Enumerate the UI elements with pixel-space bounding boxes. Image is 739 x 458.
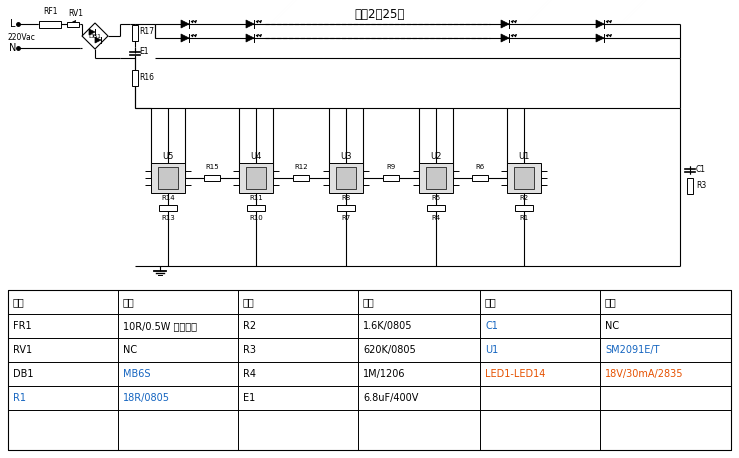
Bar [246, 167, 266, 189]
Bar [151, 163, 185, 193]
Text: 18R/0805: 18R/0805 [123, 393, 170, 403]
Bar [8, 290, 731, 450]
Text: RV1: RV1 [13, 345, 32, 355]
Text: DB1: DB1 [13, 369, 33, 379]
Text: R2: R2 [520, 195, 528, 201]
Bar [426, 167, 446, 189]
Text: FR1: FR1 [13, 321, 32, 331]
Text: C1: C1 [485, 321, 498, 331]
Text: U4: U4 [251, 152, 262, 161]
Bar [239, 163, 273, 193]
Text: 1M/1206: 1M/1206 [363, 369, 406, 379]
Text: 位号: 位号 [13, 297, 24, 307]
Polygon shape [181, 34, 189, 42]
Text: 位号: 位号 [243, 297, 255, 307]
Text: R1: R1 [13, 393, 26, 403]
Text: SM2091E/T: SM2091E/T [605, 345, 659, 355]
Bar [67, 22, 79, 27]
Text: N: N [10, 43, 17, 53]
Text: R3: R3 [243, 345, 256, 355]
Text: R4: R4 [432, 215, 440, 221]
Bar [39, 21, 61, 27]
Bar [158, 167, 178, 189]
Text: LED1-LED14: LED1-LED14 [485, 369, 545, 379]
Bar [159, 205, 177, 211]
Text: R7: R7 [341, 215, 350, 221]
Bar [132, 25, 138, 41]
Text: R4: R4 [243, 369, 256, 379]
Text: R10: R10 [249, 215, 263, 221]
Bar [507, 163, 541, 193]
Bar [337, 205, 355, 211]
Bar [419, 163, 453, 193]
Bar [329, 163, 363, 193]
Bar [472, 175, 488, 181]
Text: U1: U1 [518, 152, 530, 161]
Polygon shape [596, 20, 604, 28]
Text: U5: U5 [163, 152, 174, 161]
Text: R15: R15 [205, 164, 219, 170]
Text: C1: C1 [696, 165, 706, 174]
Text: MB6S: MB6S [123, 369, 151, 379]
Text: U2: U2 [430, 152, 442, 161]
Bar [687, 178, 693, 194]
Text: R8: R8 [341, 195, 350, 201]
Polygon shape [246, 34, 254, 42]
Text: R16: R16 [139, 73, 154, 82]
Text: R11: R11 [249, 195, 263, 201]
Bar [132, 70, 138, 86]
Text: 620K/0805: 620K/0805 [363, 345, 416, 355]
Text: 参数: 参数 [605, 297, 617, 307]
Bar [514, 167, 534, 189]
Text: 10R/0.5W 绕线电阻: 10R/0.5W 绕线电阻 [123, 321, 197, 331]
Text: U3: U3 [340, 152, 352, 161]
Text: 220Vac: 220Vac [7, 33, 35, 42]
Text: R13: R13 [161, 215, 175, 221]
Text: NC: NC [605, 321, 619, 331]
Bar [515, 205, 533, 211]
Polygon shape [501, 20, 509, 28]
Text: 灯珠2并25串: 灯珠2并25串 [355, 8, 405, 21]
Text: R2: R2 [243, 321, 256, 331]
Bar [293, 175, 309, 181]
Bar [247, 205, 265, 211]
Text: 参数: 参数 [123, 297, 134, 307]
Text: R1: R1 [520, 215, 528, 221]
Text: RV1: RV1 [68, 9, 83, 18]
Text: 1.6K/0805: 1.6K/0805 [363, 321, 412, 331]
Polygon shape [246, 20, 254, 28]
Text: R5: R5 [432, 195, 440, 201]
Bar [427, 205, 445, 211]
Polygon shape [596, 34, 604, 42]
Text: R14: R14 [161, 195, 175, 201]
Polygon shape [95, 37, 101, 43]
Text: 6.8uF/400V: 6.8uF/400V [363, 393, 418, 403]
Text: 18V/30mA/2835: 18V/30mA/2835 [605, 369, 684, 379]
Text: U1: U1 [485, 345, 498, 355]
Polygon shape [501, 34, 509, 42]
Text: RF1: RF1 [43, 7, 57, 16]
Bar [336, 167, 356, 189]
Text: 位号: 位号 [485, 297, 497, 307]
Text: R6: R6 [475, 164, 485, 170]
Text: L: L [10, 19, 16, 29]
Text: R17: R17 [139, 27, 154, 36]
Text: DB1: DB1 [89, 33, 101, 38]
Bar [204, 175, 220, 181]
Text: 参数: 参数 [363, 297, 375, 307]
Text: E1: E1 [139, 47, 149, 55]
Text: R9: R9 [386, 164, 395, 170]
Polygon shape [181, 20, 189, 28]
Polygon shape [89, 29, 95, 35]
Bar [383, 175, 399, 181]
Text: NC: NC [123, 345, 137, 355]
Text: E1: E1 [243, 393, 255, 403]
Text: R12: R12 [294, 164, 308, 170]
Text: R3: R3 [696, 181, 706, 191]
